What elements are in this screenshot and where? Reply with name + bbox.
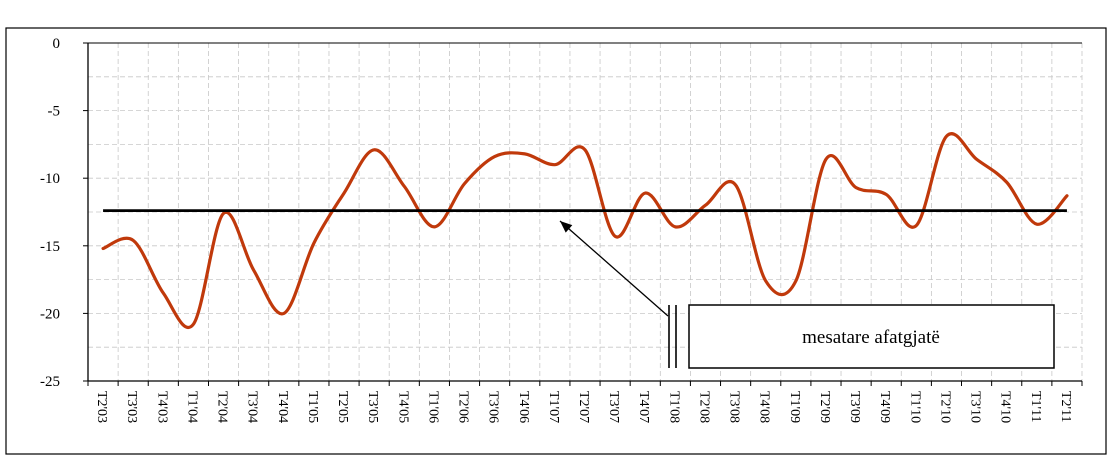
x-tick-label: T1'07 (546, 391, 561, 423)
x-tick-label: T1'08 (666, 391, 681, 423)
x-tick-label: T2'10 (937, 391, 952, 423)
x-tick-label: T1'06 (425, 391, 440, 423)
x-tick-label: T4'10 (998, 391, 1013, 423)
series-lines (101, 132, 1069, 329)
y-tick-label: -10 (40, 171, 60, 187)
callout-box (688, 304, 1055, 369)
x-tick-label: T4'06 (516, 391, 531, 423)
x-tick-label: T4'04 (275, 391, 290, 423)
x-tick-label: T1'09 (787, 391, 802, 423)
y-tick-label: -15 (40, 239, 60, 255)
x-tick-label: T1'10 (907, 391, 922, 423)
x-tick-label: T2'05 (335, 391, 350, 423)
x-tick-label: T4'05 (395, 391, 410, 423)
x-tick-label: T2'07 (576, 391, 591, 423)
chart-border (5, 27, 1107, 455)
x-tick-label: T2'03 (94, 391, 109, 423)
y-tick-label: -5 (48, 104, 61, 120)
callout-arrow (559, 220, 669, 317)
x-tick-label: T4'09 (877, 391, 892, 423)
x-tick-label: T3'03 (124, 391, 139, 423)
x-tick-label: T3'05 (365, 391, 380, 423)
x-tick-label: T3'08 (727, 391, 742, 423)
x-tick-label: T1'04 (184, 391, 199, 423)
x-tick-label: T3'10 (968, 391, 983, 423)
x-tick-label: T2'11 (1058, 391, 1073, 423)
x-tick-label: T3'09 (847, 391, 862, 423)
callout-label: mesatare afatgjatë (802, 327, 940, 348)
x-tick-label: T2'04 (215, 391, 230, 423)
x-tick-label: T2'09 (817, 391, 832, 423)
x-tick-label: T1'05 (305, 391, 320, 423)
x-tick-label: T2'06 (456, 391, 471, 423)
series-line-indicator (101, 132, 1069, 329)
y-ticks: 0 -5 -10 -15 -20 -25 (40, 36, 88, 390)
x-ticks: T2'03 T3'03 T4'03 T1'04 T2'04 T3'04 T4'04 T1'05… (87, 381, 1083, 423)
y-tick-label: -25 (40, 374, 60, 390)
callout-arrow-head (560, 221, 573, 233)
callout: mesatare afatgjatë (559, 220, 1055, 369)
x-tick-label: T4'08 (757, 391, 772, 423)
y-tick-label: -20 (40, 306, 60, 322)
x-tick-label: T3'06 (486, 391, 501, 423)
x-tick-label: T1'11 (1028, 391, 1043, 423)
x-tick-label: T4'07 (636, 391, 651, 423)
x-tick-label: T3'04 (245, 391, 260, 423)
axes (87, 42, 1082, 382)
x-tick-label: T3'07 (606, 391, 621, 423)
y-tick-label: 0 (53, 36, 61, 52)
x-tick-label: T2'08 (696, 391, 711, 423)
x-tick-label: T4'03 (154, 391, 169, 423)
